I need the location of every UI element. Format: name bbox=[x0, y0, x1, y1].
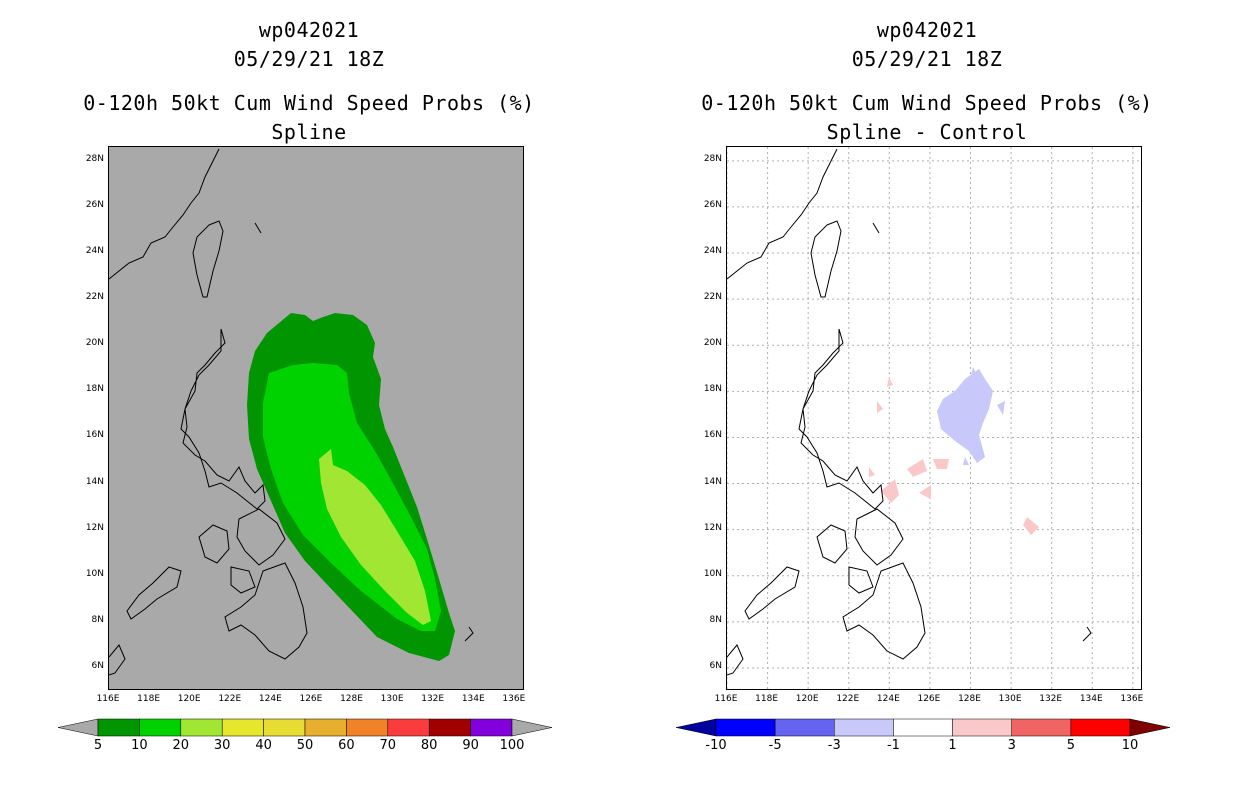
map-background bbox=[727, 147, 1141, 689]
lat-tick-label: 16N bbox=[703, 430, 722, 441]
coastline bbox=[727, 148, 1092, 676]
diff-negative-area bbox=[937, 369, 993, 463]
lat-tick-label: 26N bbox=[703, 199, 722, 210]
lat-tick-label: 6N bbox=[91, 660, 104, 671]
lon-tick-label: 126E bbox=[917, 694, 941, 704]
right-title-id: wp042021 bbox=[876, 18, 978, 42]
right-map bbox=[726, 146, 1142, 690]
diff-negative-small-1 bbox=[997, 401, 1005, 415]
left-map bbox=[108, 146, 524, 690]
right-panel: wp042021 05/29/21 18Z 0-120h 50kt Cum Wi… bbox=[618, 0, 1236, 800]
lat-tick-label: 22N bbox=[85, 292, 104, 303]
diff-positive-area-5 bbox=[1023, 517, 1039, 535]
left-colorbar-label: 100 bbox=[499, 738, 525, 753]
lon-tick-label: 130E bbox=[380, 694, 404, 704]
lat-tick-label: 12N bbox=[85, 522, 104, 533]
left-title-id: wp042021 bbox=[258, 18, 360, 42]
coastline bbox=[109, 148, 474, 676]
left-colorbar-label: 60 bbox=[338, 738, 355, 753]
right-colorbar-label: -1 bbox=[886, 738, 900, 753]
diff-positive-area-1 bbox=[881, 479, 899, 503]
right-colorbar-label: 10 bbox=[1121, 738, 1139, 753]
right-colorbar-label: 5 bbox=[1066, 738, 1075, 753]
left-colorbar-label: 30 bbox=[213, 738, 231, 753]
lon-tick-label: 118E bbox=[137, 694, 161, 704]
lon-tick-label: 118E bbox=[755, 694, 779, 704]
lat-tick-label: 8N bbox=[91, 614, 104, 625]
left-colorbar-label: 80 bbox=[420, 738, 438, 753]
lat-tick-label: 18N bbox=[703, 384, 722, 395]
lat-tick-label: 6N bbox=[709, 660, 722, 671]
lat-tick-label: 22N bbox=[703, 292, 722, 303]
lat-tick-label: 24N bbox=[85, 246, 104, 257]
right-colorbar-label: -5 bbox=[768, 738, 782, 753]
lon-tick-label: 122E bbox=[836, 694, 860, 704]
lon-tick-label: 116E bbox=[714, 694, 738, 704]
lon-tick-label: 116E bbox=[96, 694, 120, 704]
right-title-time: 05/29/21 18Z bbox=[851, 47, 1003, 71]
lat-tick-label: 16N bbox=[85, 430, 104, 441]
left-map-svg bbox=[109, 147, 523, 689]
lat-tick-label: 28N bbox=[703, 153, 722, 164]
lon-tick-label: 120E bbox=[177, 694, 201, 704]
diff-positive-area-6 bbox=[877, 401, 883, 413]
lon-tick-label: 136E bbox=[502, 694, 526, 704]
lon-tick-label: 136E bbox=[1120, 694, 1144, 704]
lon-tick-label: 126E bbox=[299, 694, 323, 704]
lat-tick-label: 10N bbox=[703, 568, 722, 579]
lon-tick-label: 134E bbox=[461, 694, 485, 704]
left-colorbar-label: 50 bbox=[296, 738, 314, 753]
right-title-method: Spline - Control bbox=[826, 120, 1028, 144]
lat-tick-label: 10N bbox=[85, 568, 104, 579]
lat-tick-label: 20N bbox=[703, 338, 722, 349]
right-map-svg bbox=[727, 147, 1141, 689]
lon-tick-label: 120E bbox=[795, 694, 819, 704]
lat-tick-label: 24N bbox=[703, 246, 722, 257]
right-colorbar-label: -10 bbox=[705, 738, 727, 753]
left-colorbar-label: 20 bbox=[172, 738, 190, 753]
diff-positive-area-7 bbox=[887, 377, 893, 387]
diff-negative-small-2 bbox=[963, 457, 969, 465]
lat-tick-label: 28N bbox=[85, 153, 104, 164]
right-colorbar-label: 3 bbox=[1007, 738, 1016, 753]
diff-positive-area-3 bbox=[919, 485, 931, 499]
left-colorbar-label: 70 bbox=[379, 738, 397, 753]
lat-tick-label: 12N bbox=[703, 522, 722, 533]
left-title-method: Spline bbox=[271, 120, 347, 144]
right-title-product: 0-120h 50kt Cum Wind Speed Probs (%) bbox=[701, 91, 1153, 115]
left-colorbar-label: 5 bbox=[93, 738, 103, 753]
lon-tick-label: 134E bbox=[1079, 694, 1103, 704]
lon-tick-label: 130E bbox=[998, 694, 1022, 704]
lon-tick-label: 128E bbox=[340, 694, 363, 704]
left-title-time: 05/29/21 18Z bbox=[233, 47, 385, 71]
left-colorbar-label: 40 bbox=[255, 738, 272, 753]
lon-tick-label: 132E bbox=[1039, 694, 1063, 704]
lon-tick-label: 132E bbox=[421, 694, 445, 704]
lon-tick-label: 124E bbox=[258, 694, 282, 704]
right-colorbar-label: 1 bbox=[948, 738, 957, 753]
right-colorbar-label: -3 bbox=[827, 738, 841, 753]
lon-tick-label: 122E bbox=[218, 694, 242, 704]
lon-tick-label: 124E bbox=[876, 694, 900, 704]
lat-tick-label: 18N bbox=[85, 384, 104, 395]
lat-tick-label: 14N bbox=[85, 476, 104, 487]
left-colorbar-label: 90 bbox=[462, 738, 479, 753]
prob-swath-20 bbox=[319, 449, 431, 625]
lat-tick-label: 8N bbox=[709, 614, 722, 625]
lat-tick-label: 14N bbox=[703, 476, 722, 487]
lat-tick-label: 26N bbox=[85, 199, 104, 210]
diff-positive-area-4 bbox=[933, 459, 949, 469]
diff-negative-small-3 bbox=[971, 367, 977, 375]
lat-tick-label: 20N bbox=[85, 338, 104, 349]
left-panel: wp042021 05/29/21 18Z 0-120h 50kt Cum Wi… bbox=[83, 18, 535, 690]
diff-positive-area-2 bbox=[907, 459, 927, 477]
grid-lines bbox=[727, 147, 1141, 689]
diff-positive-area-8 bbox=[869, 467, 875, 477]
left-title-product: 0-120h 50kt Cum Wind Speed Probs (%) bbox=[83, 91, 535, 115]
lon-tick-label: 128E bbox=[958, 694, 981, 704]
left-colorbar-label: 10 bbox=[131, 738, 148, 753]
